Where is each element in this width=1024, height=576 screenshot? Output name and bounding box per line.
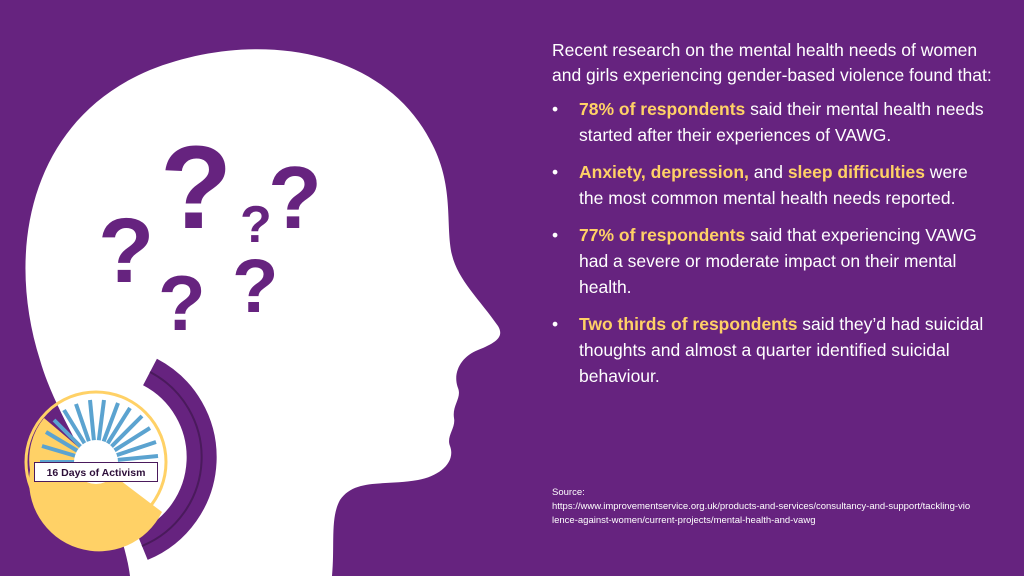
highlight-text: 78% of respondents — [579, 99, 746, 119]
highlight-text: Two thirds of respondents — [579, 314, 798, 334]
question-mark-icon: ? — [268, 148, 322, 247]
bullet-text: were the most common mental health needs… — [579, 162, 968, 208]
highlight-text: sleep difficulties — [787, 162, 925, 182]
list-item: 77% of respondents said that experiencin… — [552, 222, 992, 300]
source-url: https://www.improvementservice.org.uk/pr… — [552, 501, 971, 526]
question-mark-icon: ? — [158, 259, 206, 347]
question-mark-icon: ? — [240, 196, 272, 254]
badge-yellow-ring — [24, 390, 168, 534]
highlight-text: 77% of respondents — [579, 225, 746, 245]
source-label: Source: — [552, 487, 585, 498]
question-mark-icon: ? — [98, 200, 154, 302]
bullet-text: said that experiencing VAWG had a severe… — [579, 225, 977, 297]
bullet-text: said they’d had suicidal thoughts and al… — [579, 314, 984, 386]
badge-purple-outline — [141, 371, 203, 547]
bullet-text: and — [748, 162, 788, 182]
list-item: Anxiety, depression, and sleep difficult… — [552, 159, 992, 211]
bullet-text: said their mental health needs started a… — [579, 99, 984, 145]
list-item: Two thirds of respondents said they’d ha… — [552, 311, 992, 389]
question-mark-icon: ? — [160, 122, 232, 254]
badge-label: 16 Days of Activism — [34, 462, 158, 482]
findings-list: 78% of respondents said their mental hea… — [552, 96, 992, 389]
highlight-text: Anxiety, depression, — [579, 162, 749, 182]
question-mark-icon: ? — [232, 244, 278, 329]
text-panel: Recent research on the mental health nee… — [552, 38, 992, 400]
intro-text: Recent research on the mental health nee… — [552, 40, 992, 85]
source-note: Source: https://www.improvementservice.o… — [552, 486, 972, 528]
list-item: 78% of respondents said their mental hea… — [552, 96, 992, 148]
question-marks: ? ? ? ? ? ? — [98, 122, 322, 347]
